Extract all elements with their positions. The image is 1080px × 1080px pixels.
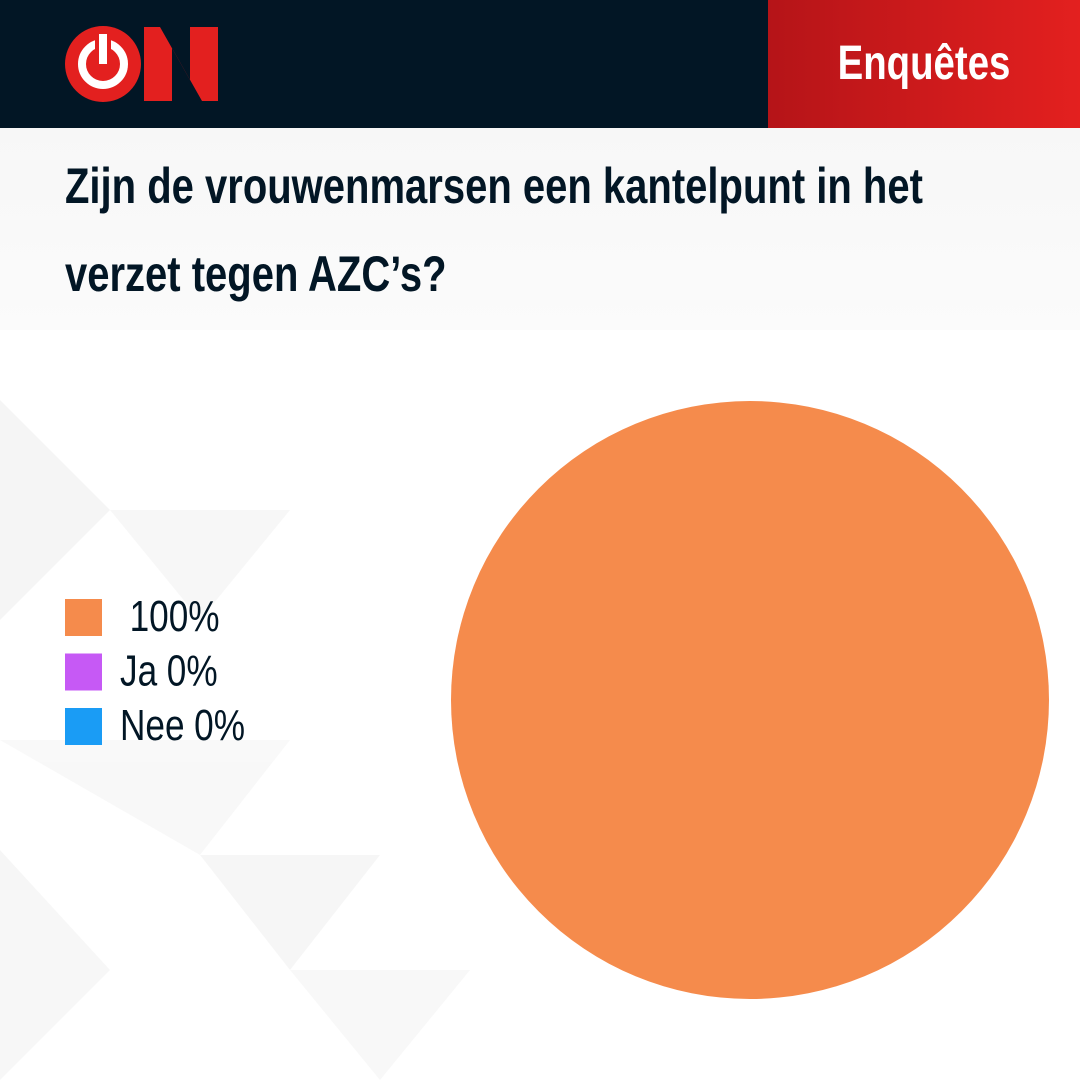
section-label: Enquêtes xyxy=(837,37,1011,90)
legend-category: Nee xyxy=(120,701,185,750)
pie-slice xyxy=(451,401,1049,999)
legend-label: Nee 0% xyxy=(120,701,245,750)
chart-title: Zijn de vrouwenmarsen een kantelpunt in … xyxy=(65,158,923,302)
legend-swatch xyxy=(65,708,102,745)
legend-label: Ja 0% xyxy=(120,646,218,695)
legend-label: 100% xyxy=(130,592,220,641)
legend-value: 0% xyxy=(167,646,218,695)
legend-value: 100% xyxy=(130,592,220,641)
logo xyxy=(65,26,218,102)
section-tab: Enquêtes xyxy=(768,0,1080,128)
background-pattern xyxy=(0,400,470,1080)
legend-value: 0% xyxy=(194,701,245,750)
legend-category: Ja xyxy=(120,646,158,695)
legend-swatch xyxy=(65,653,102,691)
legend-swatch xyxy=(65,599,102,636)
title-band xyxy=(0,128,1080,330)
